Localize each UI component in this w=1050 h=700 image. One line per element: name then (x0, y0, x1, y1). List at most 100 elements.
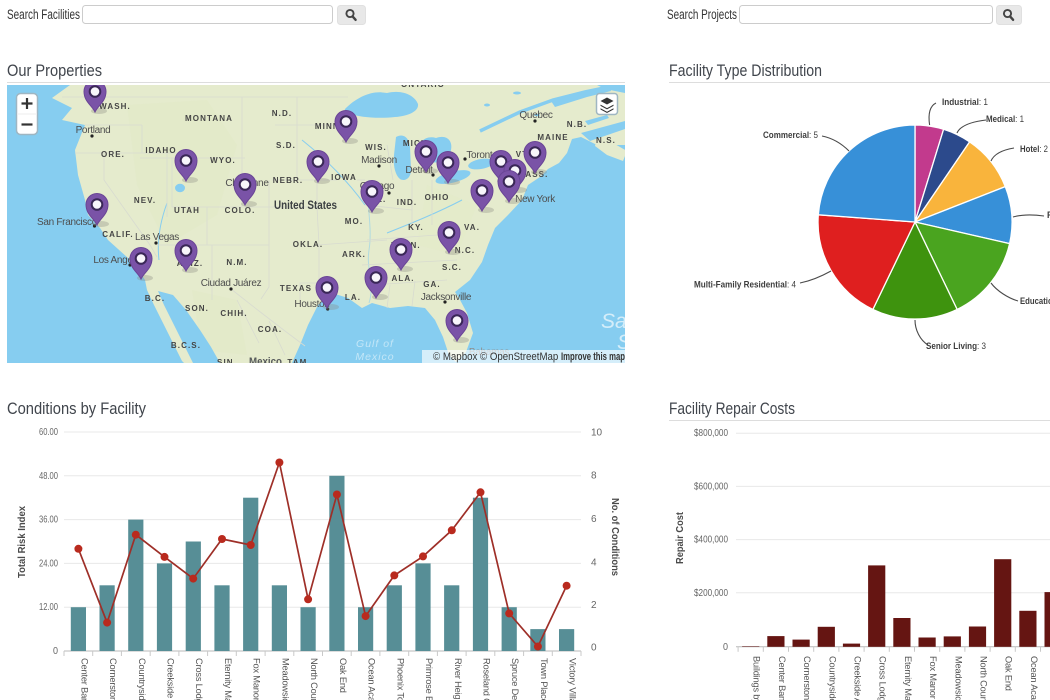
svg-text:MINN.: MINN. (315, 122, 343, 131)
svg-text:Madison: Madison (361, 155, 397, 166)
svg-text:Center Bank: Center Bank (79, 658, 89, 700)
svg-text:4: 4 (591, 557, 597, 568)
svg-text:Jacksonville: Jacksonville (421, 292, 472, 303)
svg-text:48.00: 48.00 (39, 471, 58, 482)
svg-text:Buildings by: Buildings by (752, 656, 762, 700)
svg-text:North Court: North Court (979, 656, 989, 700)
svg-text:New York: New York (515, 194, 556, 205)
svg-text:Facility Type Distribution: Facility Type Distribution (669, 62, 822, 80)
svg-text:Cornerstone: Cornerstone (108, 658, 118, 700)
svg-text:ALA.: ALA. (391, 274, 414, 283)
svg-text:Commercial: 5: Commercial: 5 (763, 130, 818, 141)
svg-text:Repair Cost: Repair Cost (674, 512, 686, 564)
svg-text:Quebec: Quebec (519, 110, 553, 121)
svg-text:Total Risk Index: Total Risk Index (16, 506, 28, 578)
svg-text:Meadowside: Meadowside (280, 658, 290, 700)
svg-text:OKLA.: OKLA. (293, 240, 323, 249)
svg-text:LA.: LA. (345, 293, 361, 302)
svg-text:ARK.: ARK. (342, 250, 366, 259)
svg-text:Las Vegas: Las Vegas (135, 232, 179, 243)
svg-text:Countryside: Countryside (137, 658, 147, 700)
svg-text:ORE.: ORE. (101, 150, 125, 159)
svg-text:KY.: KY. (408, 223, 424, 232)
svg-text:Toronto: Toronto (466, 150, 498, 161)
svg-text:Oak End: Oak End (1004, 656, 1014, 691)
svg-text:VA.: VA. (464, 223, 480, 232)
svg-text:ONTARIO: ONTARIO (401, 85, 445, 89)
svg-text:Multi-Family Residential: 4: Multi-Family Residential: 4 (694, 280, 796, 291)
svg-text:Facility Repair Costs: Facility Repair Costs (669, 400, 795, 418)
svg-text:WYO.: WYO. (210, 156, 236, 165)
svg-text:GA.: GA. (423, 280, 441, 289)
svg-text:Town Place: Town Place (539, 658, 549, 700)
svg-text:IND.: IND. (397, 198, 417, 207)
svg-text:Retail: 2: Retail: 2 (1047, 210, 1050, 221)
svg-text:Conditions by Facility: Conditions by Facility (7, 400, 147, 418)
svg-text:CHIH.: CHIH. (220, 309, 247, 318)
svg-text:Fox Manor: Fox Manor (928, 656, 938, 699)
svg-text:Mexico: Mexico (249, 356, 282, 363)
svg-text:12.00: 12.00 (39, 602, 58, 613)
svg-text:WIS.: WIS. (365, 143, 387, 152)
svg-text:Portland: Portland (76, 125, 111, 136)
svg-text:San Francisco: San Francisco (37, 217, 98, 228)
svg-text:SIN.: SIN. (217, 358, 237, 363)
svg-text:Oak End: Oak End (338, 658, 348, 693)
svg-text:Education: 3: Education: 3 (1020, 296, 1050, 307)
svg-text:B.C.: B.C. (145, 294, 165, 303)
svg-text:United States: United States (274, 200, 337, 212)
svg-text:N.M.: N.M. (226, 258, 247, 267)
svg-text:$400,000: $400,000 (694, 535, 728, 546)
svg-text:Center Bank: Center Bank (777, 656, 787, 700)
svg-text:MO.: MO. (345, 217, 363, 226)
svg-text:2: 2 (591, 600, 597, 611)
svg-text:Medical: 1: Medical: 1 (986, 114, 1024, 125)
svg-text:© Mapbox © OpenStreetMap Impro: © Mapbox © OpenStreetMap Improve this ma… (433, 351, 625, 363)
svg-text:Sarg: Sarg (601, 310, 625, 333)
svg-text:No. of Conditions: No. of Conditions (609, 498, 621, 576)
svg-text:B.C.S.: B.C.S. (171, 341, 201, 350)
svg-text:SON.: SON. (185, 304, 209, 313)
svg-text:60.00: 60.00 (39, 427, 58, 438)
svg-text:0: 0 (53, 646, 58, 657)
svg-text:Search Facilities: Search Facilities (7, 7, 80, 22)
svg-text:Los Angeles: Los Angeles (93, 255, 144, 266)
svg-text:Meadowside: Meadowside (953, 656, 963, 700)
svg-text:$800,000: $800,000 (694, 428, 728, 439)
svg-text:Roseland C: Roseland C (482, 658, 492, 700)
svg-text:Victory Villa: Victory Villa (568, 658, 578, 700)
svg-text:Houston: Houston (294, 299, 329, 310)
svg-text:Hotel: 2: Hotel: 2 (1020, 144, 1048, 155)
svg-text:MONTANA: MONTANA (185, 114, 233, 123)
svg-text:North Court: North Court (309, 658, 319, 700)
svg-text:$200,000: $200,000 (694, 588, 728, 599)
svg-text:N.D.: N.D. (272, 109, 292, 118)
svg-text:Fox Manor: Fox Manor (252, 658, 262, 700)
svg-text:Spruce Des: Spruce Des (510, 658, 520, 700)
svg-text:6: 6 (591, 514, 597, 525)
svg-text:Cornerstone: Cornerstone (802, 656, 812, 700)
svg-text:S.C.: S.C. (442, 263, 462, 272)
svg-text:River Heigh: River Heigh (453, 658, 463, 700)
svg-text:Industrial: 1: Industrial: 1 (942, 97, 988, 108)
svg-text:Detroit: Detroit (405, 165, 433, 176)
svg-text:24.00: 24.00 (39, 558, 58, 569)
svg-text:36.00: 36.00 (39, 515, 58, 526)
svg-text:UTAH: UTAH (174, 206, 200, 215)
svg-text:TEXAS: TEXAS (280, 284, 312, 293)
svg-text:OHIO: OHIO (425, 193, 450, 202)
svg-text:8: 8 (591, 471, 597, 482)
svg-text:Cross Lodge: Cross Lodge (194, 658, 204, 700)
svg-text:COA.: COA. (258, 325, 282, 334)
svg-text:Ocean Acad: Ocean Acad (1029, 656, 1039, 700)
svg-text:0: 0 (591, 643, 597, 654)
svg-text:N.B.: N.B. (567, 120, 587, 129)
svg-text:VT: VT (516, 150, 528, 159)
svg-text:NEBR.: NEBR. (273, 176, 303, 185)
svg-text:N.C.: N.C. (455, 246, 475, 255)
svg-text:Ocean Acad: Ocean Acad (367, 658, 377, 700)
svg-text:Senior Living: 3: Senior Living: 3 (926, 341, 986, 352)
svg-text:N.S.: N.S. (596, 136, 616, 145)
svg-text:WASH.: WASH. (99, 102, 131, 111)
svg-text:$600,000: $600,000 (694, 481, 728, 492)
